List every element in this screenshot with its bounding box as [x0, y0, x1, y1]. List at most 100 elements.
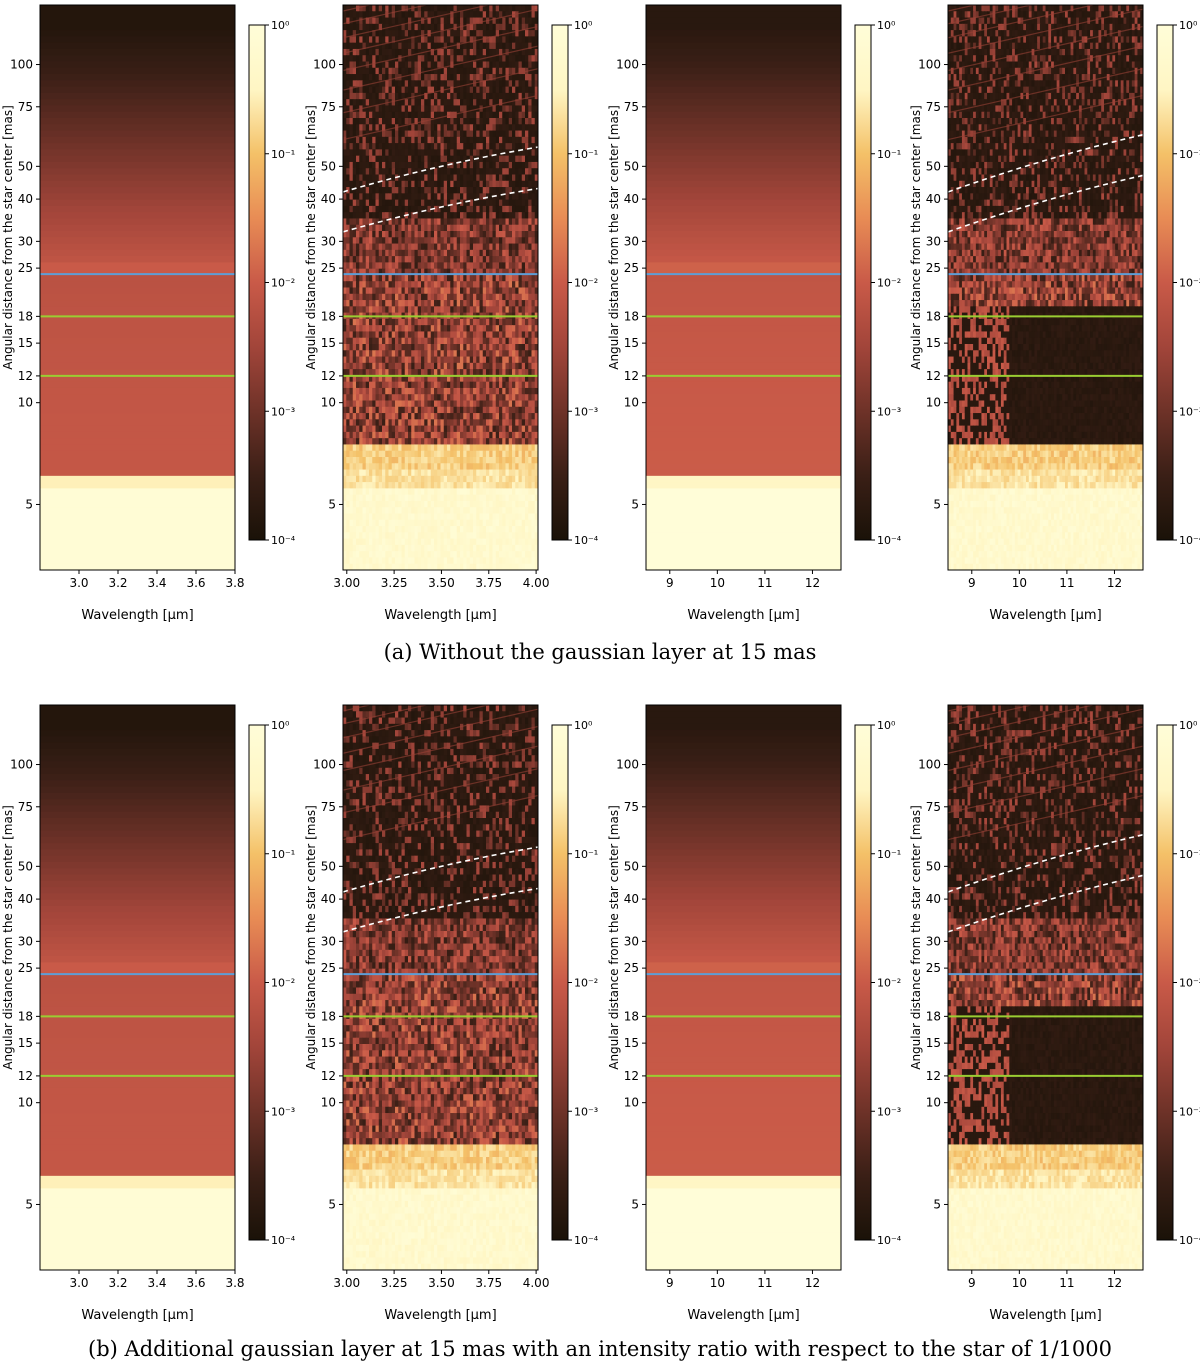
heatmap-cell — [408, 394, 412, 402]
heatmap-cell — [518, 400, 523, 408]
heatmap-cell — [359, 381, 364, 389]
heatmap-cell — [349, 375, 354, 383]
heatmap-row — [40, 507, 235, 515]
heatmap-cell — [473, 199, 477, 207]
heatmap-cell — [414, 130, 419, 138]
heatmap-cell — [434, 268, 438, 276]
heatmap-cell — [391, 61, 396, 69]
heatmap-cell — [443, 180, 448, 188]
heatmap-cell — [515, 180, 520, 188]
heatmap-cell — [505, 494, 510, 502]
heatmap-cell — [430, 444, 435, 452]
heatmap-cell — [343, 92, 347, 100]
heatmap-cell — [512, 381, 516, 389]
heatmap-cell — [430, 262, 435, 270]
heatmap-cell — [391, 469, 396, 477]
heatmap-cell — [369, 268, 373, 276]
heatmap-cell — [463, 419, 468, 427]
heatmap-cell — [398, 174, 403, 182]
heatmap-cell — [502, 130, 507, 138]
heatmap-cell — [473, 369, 477, 376]
heatmap-cell — [372, 48, 377, 56]
heatmap-cell — [411, 444, 416, 452]
heatmap-cell — [486, 306, 490, 314]
heatmap-cell — [489, 193, 494, 201]
heatmap-cell — [362, 431, 367, 439]
heatmap-cell — [382, 482, 386, 489]
heatmap-cell — [525, 362, 529, 370]
heatmap-cell — [349, 124, 354, 132]
heatmap-cell — [349, 262, 354, 270]
heatmap-cell — [385, 369, 390, 376]
heatmap-cell — [391, 187, 396, 194]
heatmap-cell — [343, 30, 347, 37]
heatmap-cell — [352, 463, 357, 471]
heatmap-cell — [404, 274, 409, 282]
heatmap-cell — [349, 143, 354, 150]
heatmap-cell — [466, 105, 471, 113]
heatmap-cell — [456, 5, 461, 12]
heatmap-cell — [434, 249, 438, 257]
heatmap-cell — [408, 450, 412, 458]
heatmap-cell — [473, 23, 477, 31]
heatmap-cell — [531, 394, 536, 402]
heatmap-cell — [359, 180, 364, 188]
heatmap-cell — [502, 55, 507, 63]
heatmap-cell — [499, 61, 503, 69]
heatmap-cell — [424, 48, 429, 56]
heatmap-cell — [437, 444, 442, 452]
heatmap-cell — [456, 99, 461, 107]
heatmap-cell — [404, 256, 409, 263]
heatmap-cell — [388, 212, 393, 220]
heatmap-cell — [453, 507, 458, 515]
heatmap-cell — [489, 394, 494, 402]
heatmap-cell — [463, 281, 468, 289]
heatmap-cell — [460, 431, 464, 439]
heatmap-cell — [440, 143, 445, 150]
heatmap-cell — [482, 42, 487, 50]
heatmap-cell — [515, 224, 520, 232]
heatmap-cell — [505, 287, 510, 295]
heatmap-cell — [404, 507, 409, 515]
heatmap-cell — [473, 344, 477, 351]
heatmap-cell — [499, 494, 503, 502]
heatmap-cell — [521, 124, 526, 132]
heatmap-cell — [430, 450, 435, 458]
heatmap-cell — [411, 218, 416, 226]
heatmap-cell — [421, 30, 425, 37]
heatmap-cell — [528, 325, 533, 333]
heatmap-cell — [421, 431, 425, 439]
heatmap-cell — [492, 67, 497, 75]
heatmap-cell — [453, 300, 458, 307]
heatmap-cell — [430, 243, 435, 251]
heatmap-cell — [518, 482, 523, 489]
heatmap-cell — [443, 80, 448, 88]
heatmap-cell — [515, 362, 520, 370]
heatmap-cell — [378, 262, 383, 270]
heatmap-cell — [495, 463, 500, 471]
heatmap-cell — [534, 136, 538, 144]
heatmap-cell — [473, 419, 477, 427]
heatmap-cell — [453, 174, 458, 182]
heatmap-cell — [469, 387, 474, 395]
heatmap-cell — [476, 488, 481, 496]
heatmap-cell — [346, 199, 351, 207]
heatmap-cell — [343, 387, 347, 395]
heatmap-cell — [512, 325, 516, 333]
heatmap-cell — [359, 413, 364, 420]
heatmap-cell — [382, 17, 386, 25]
heatmap-cell — [528, 61, 533, 69]
heatmap-cell — [521, 168, 526, 176]
heatmap-cell — [411, 287, 416, 295]
heatmap-cell — [508, 42, 513, 50]
heatmap-cell — [346, 325, 351, 333]
heatmap-cell — [375, 249, 380, 257]
heatmap-cell — [427, 256, 432, 263]
heatmap-cell — [369, 337, 373, 345]
heatmap-cell — [417, 281, 422, 289]
heatmap-cell — [518, 237, 523, 245]
heatmap-cell — [531, 331, 536, 339]
heatmap-cell — [427, 463, 432, 471]
heatmap-cell — [388, 287, 393, 295]
